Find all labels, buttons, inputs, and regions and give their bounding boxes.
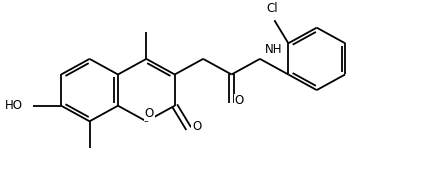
Text: O: O bbox=[192, 120, 201, 133]
Text: HO: HO bbox=[5, 99, 23, 112]
Text: O: O bbox=[235, 94, 244, 107]
Text: NH: NH bbox=[265, 43, 283, 56]
Text: Cl: Cl bbox=[267, 2, 278, 15]
Text: O: O bbox=[145, 107, 154, 120]
